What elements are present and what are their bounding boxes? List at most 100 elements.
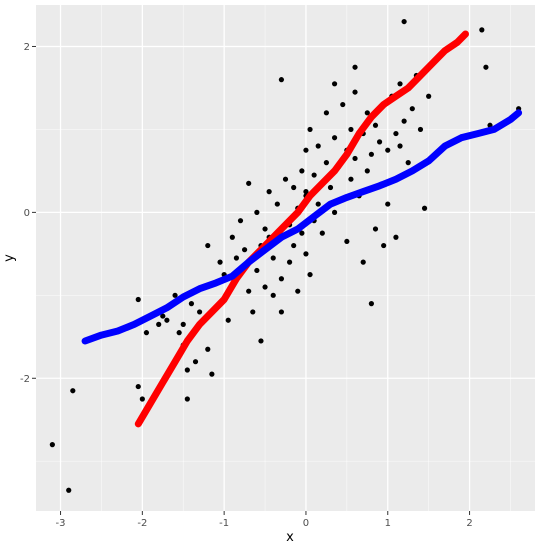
data-point (197, 309, 203, 315)
data-point (385, 201, 391, 207)
data-point (205, 242, 211, 249)
data-point (315, 201, 321, 207)
data-point (233, 255, 240, 261)
data-point (282, 176, 289, 182)
y-tick-label: 0 (24, 208, 30, 219)
data-point (381, 242, 387, 249)
data-point (311, 172, 317, 178)
x-tick-label: -1 (219, 518, 229, 529)
data-point (372, 226, 379, 232)
data-point (237, 218, 244, 224)
data-point (319, 230, 325, 236)
grid-minor (36, 5, 535, 511)
data-point (254, 267, 260, 274)
data-point (209, 371, 215, 377)
data-point (303, 147, 309, 153)
data-point (368, 301, 374, 307)
data-point (405, 160, 411, 166)
data-point (393, 130, 399, 137)
data-point (70, 388, 76, 394)
data-point (250, 309, 256, 315)
data-point (397, 143, 403, 149)
x-tick-label: 2 (466, 518, 472, 529)
x-axis-title: x (286, 530, 294, 545)
data-point (360, 259, 366, 265)
data-point (352, 155, 358, 162)
data-point (483, 64, 489, 70)
data-point (180, 321, 186, 327)
data-point (307, 126, 313, 133)
y-tick-label: 2 (24, 42, 30, 53)
data-point (352, 64, 358, 70)
data-point (184, 367, 190, 373)
data-point (401, 118, 407, 124)
data-point (246, 180, 252, 186)
data-point (303, 189, 309, 195)
data-point (164, 317, 170, 323)
data-point (376, 139, 383, 145)
data-point (205, 346, 211, 352)
data-point (352, 89, 358, 95)
data-point (348, 176, 354, 182)
data-point (262, 284, 268, 290)
data-point (291, 242, 297, 249)
data-point (225, 317, 231, 323)
data-point (135, 383, 141, 390)
data-point (331, 135, 338, 141)
y-axis-title: y (2, 254, 17, 262)
data-point (266, 189, 272, 195)
data-point (217, 259, 223, 265)
data-point (188, 301, 195, 307)
data-point (172, 292, 178, 298)
x-tick-label: -3 (56, 518, 66, 529)
x-tick-label: 1 (385, 518, 391, 529)
data-point (307, 271, 313, 278)
data-point (344, 238, 350, 245)
data-point (139, 396, 145, 402)
x-tick-label: 0 (303, 518, 309, 529)
red-series-line (134, 30, 469, 428)
data-point (258, 338, 264, 344)
data-point (143, 330, 150, 336)
y-axis-ticks: -2 0 2 (20, 42, 36, 385)
data-point (49, 442, 55, 448)
data-point (156, 321, 162, 327)
data-point (327, 184, 334, 191)
data-point (291, 184, 297, 191)
data-point (254, 209, 260, 215)
data-point (270, 255, 276, 261)
data-point (417, 126, 424, 133)
data-point (295, 288, 301, 294)
grid-major (36, 5, 535, 511)
data-point (364, 110, 370, 116)
data-point (192, 359, 199, 365)
data-point (393, 234, 399, 240)
data-point (323, 110, 330, 116)
data-point (364, 168, 370, 174)
data-point (286, 259, 293, 265)
plot-panel (36, 5, 535, 511)
data-point (401, 18, 407, 25)
data-point (372, 122, 379, 128)
data-point (184, 396, 190, 402)
data-point (241, 247, 248, 253)
data-point (160, 313, 166, 319)
data-point (299, 230, 305, 236)
x-axis-ticks: -3 -2 -1 0 1 2 (56, 511, 473, 529)
data-point (368, 151, 374, 157)
data-point (303, 251, 309, 257)
data-point (176, 330, 182, 336)
data-point (278, 276, 285, 282)
data-point (315, 143, 321, 149)
data-point (409, 106, 415, 112)
data-point (270, 292, 276, 298)
data-point (135, 296, 141, 303)
data-point (262, 226, 268, 232)
data-point (323, 160, 330, 166)
data-point (385, 147, 391, 153)
data-point (278, 309, 285, 315)
data-point (229, 234, 235, 240)
data-point (426, 93, 432, 99)
data-point (479, 27, 485, 33)
data-point (340, 101, 346, 108)
